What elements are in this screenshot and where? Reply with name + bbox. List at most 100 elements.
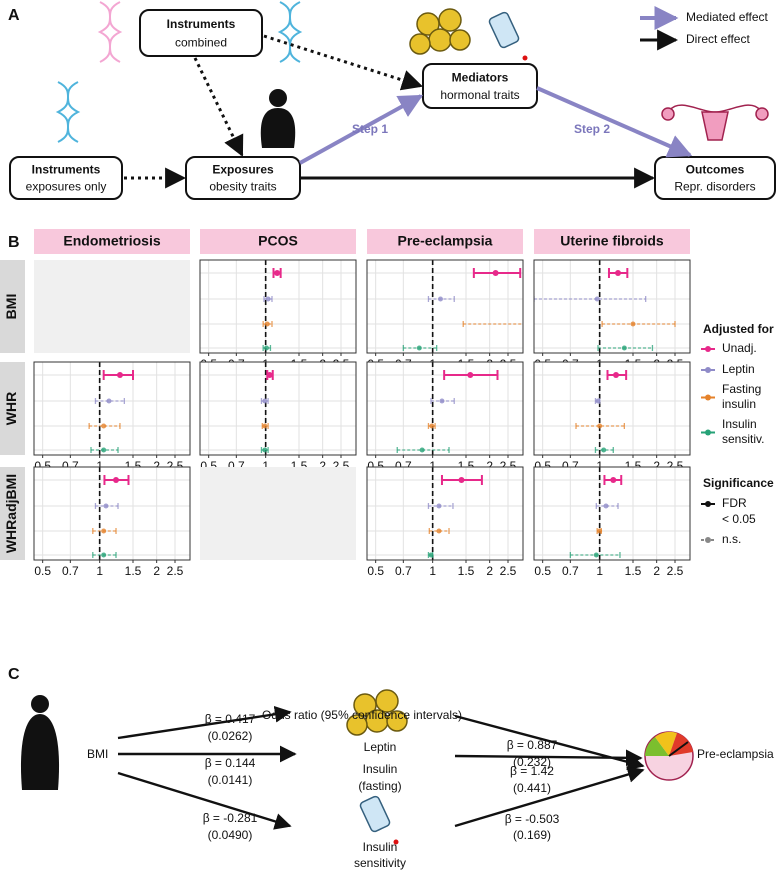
effect-beta: β = 1.42 bbox=[510, 764, 554, 778]
estimate-point bbox=[101, 423, 107, 429]
x-tick-label: 0.7 bbox=[62, 564, 79, 578]
effect-beta: β = 0.417 bbox=[205, 712, 256, 726]
legend-label: Unadj. bbox=[722, 341, 757, 355]
forest-panel bbox=[366, 361, 524, 458]
x-axis-label: Odds ratio (95% confidence intervals) bbox=[262, 708, 462, 722]
node-subtitle: obesity traits bbox=[209, 179, 276, 193]
blood-drop bbox=[393, 839, 399, 845]
legend-label: Leptin bbox=[722, 362, 755, 376]
estimate-point bbox=[595, 398, 601, 404]
x-tick-label: 0.5 bbox=[367, 564, 384, 578]
forest-panel bbox=[366, 466, 524, 563]
forest-panel bbox=[533, 466, 691, 563]
x-tick-label: 2 bbox=[153, 564, 160, 578]
column-strip bbox=[200, 229, 356, 254]
panel-label: B bbox=[8, 234, 20, 251]
mediator-label: (fasting) bbox=[358, 779, 401, 793]
marks bbox=[88, 370, 135, 453]
legend-swatch bbox=[705, 346, 711, 352]
effect-beta: β = -0.281 bbox=[203, 811, 258, 825]
legend-label: Direct effect bbox=[686, 32, 750, 46]
legend-swatch bbox=[705, 429, 711, 436]
forest-panel bbox=[533, 259, 691, 356]
uterus-icon bbox=[661, 104, 769, 141]
x-tick-label: 2 bbox=[653, 459, 660, 473]
estimate-point bbox=[603, 503, 609, 509]
mediated-arrow bbox=[299, 94, 424, 165]
column-strip bbox=[534, 229, 690, 254]
estimate-point bbox=[593, 552, 599, 558]
mediator-label: Leptin bbox=[364, 740, 397, 754]
dna-icon bbox=[97, 1, 123, 63]
x-tick-label: 2.5 bbox=[667, 564, 684, 578]
panel-border bbox=[533, 466, 691, 561]
estimate-point bbox=[436, 528, 442, 534]
estimate-point bbox=[274, 270, 281, 276]
estimate-point bbox=[597, 528, 603, 534]
path-arrow bbox=[117, 771, 292, 830]
x-tick-label: 1.5 bbox=[125, 564, 142, 578]
legend-label: Insulin bbox=[722, 417, 757, 431]
icons bbox=[20, 1, 769, 845]
estimate-point bbox=[106, 398, 112, 404]
marks bbox=[427, 475, 483, 558]
forest-panel bbox=[199, 259, 357, 356]
legend-label: < 0.05 bbox=[722, 512, 756, 526]
estimate-point bbox=[439, 398, 445, 404]
forest-panel bbox=[33, 361, 191, 458]
estimate-point bbox=[262, 423, 268, 429]
estimate-point bbox=[610, 477, 617, 483]
node-subtitle: hormonal traits bbox=[440, 88, 519, 102]
x-tick-label: 1 bbox=[96, 564, 103, 578]
estimate-point bbox=[263, 345, 269, 351]
empty-panel bbox=[200, 467, 356, 560]
x-tick-label: 2 bbox=[486, 564, 493, 578]
estimate-point bbox=[266, 372, 273, 378]
step-label: Step 1 bbox=[352, 122, 388, 136]
mediated-arrow bbox=[536, 86, 693, 158]
panel-border bbox=[33, 466, 191, 561]
x-tick-label: 1.5 bbox=[625, 564, 642, 578]
x-tick-label: 1 bbox=[596, 459, 603, 473]
node-title: Outcomes bbox=[686, 163, 745, 177]
panel-bg bbox=[367, 467, 523, 560]
effect-beta: β = -0.503 bbox=[505, 812, 560, 826]
empty-panel bbox=[34, 260, 190, 353]
step-label: Step 2 bbox=[574, 122, 610, 136]
panel-bg bbox=[534, 260, 690, 353]
pie-icon bbox=[644, 731, 694, 781]
estimate-point bbox=[101, 552, 107, 558]
legend-label: n.s. bbox=[722, 532, 741, 546]
x-tick-label: 0.5 bbox=[534, 564, 551, 578]
row-title: BMI bbox=[3, 294, 19, 320]
legend-swatch bbox=[705, 367, 711, 373]
estimate-point bbox=[429, 423, 435, 429]
legend-swatch bbox=[705, 394, 711, 401]
column-strip bbox=[367, 229, 523, 254]
estimate-point bbox=[621, 345, 627, 351]
marks bbox=[262, 268, 282, 351]
x-tick-label: 2 bbox=[319, 459, 326, 473]
column-title: Endometriosis bbox=[63, 233, 160, 249]
estimate-point bbox=[116, 372, 123, 378]
estimate-point bbox=[492, 270, 499, 276]
effect-beta: β = 0.887 bbox=[507, 738, 558, 752]
x-tick-label: 2 bbox=[153, 459, 160, 473]
x-tick-label: 1 bbox=[596, 564, 603, 578]
panel-bg bbox=[34, 362, 190, 455]
meter-icon bbox=[359, 11, 520, 833]
estimate-point bbox=[615, 270, 622, 276]
mediator-label: sensitivity bbox=[354, 856, 406, 870]
forest-panel bbox=[33, 466, 191, 563]
node-title: Exposures bbox=[212, 163, 274, 177]
row-title: WHR bbox=[3, 392, 19, 425]
x-tick-label: 2.5 bbox=[500, 564, 517, 578]
panel-border bbox=[366, 466, 524, 561]
estimate-point bbox=[419, 447, 425, 453]
x-tick-label: 2 bbox=[653, 564, 660, 578]
node-subtitle: exposures only bbox=[26, 179, 107, 193]
effect-se: (0.441) bbox=[513, 781, 551, 795]
panel-label: A bbox=[8, 7, 20, 24]
estimate-point bbox=[262, 447, 268, 453]
